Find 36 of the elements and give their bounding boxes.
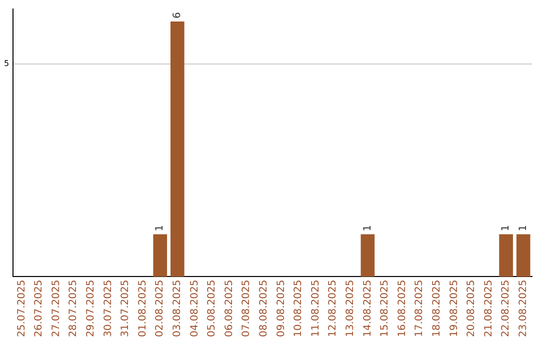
x-tick-label: 07.08.2025 [241,280,252,338]
x-tick-label: 29.07.2025 [86,280,97,338]
x-tick-label: 12.08.2025 [328,280,339,338]
x-tick-label: 26.07.2025 [34,280,45,338]
x-tick-label: 15.08.2025 [380,280,391,338]
x-tick-label: 01.08.2025 [137,280,148,338]
x-tick-label: 21.08.2025 [483,280,494,338]
y-tick-label: 5 [4,59,10,68]
data-label: 6 [172,12,184,19]
x-tick-label: 11.08.2025 [310,280,322,338]
x-tick-label: 14.08.2025 [362,280,374,338]
x-tick-label: 13.08.2025 [344,280,356,338]
x-tick-label: 19.08.2025 [448,280,460,338]
x-tick-label: 20.08.2025 [466,280,478,338]
x-tick-label: 10.08.2025 [293,280,304,338]
data-label: 1 [154,224,166,232]
x-tick-label: 23.08.2025 [518,280,529,338]
x-tick-label: 31.07.2025 [120,280,132,338]
x-tick-label: 25.07.2025 [16,280,28,338]
x-tick-label: 22.08.2025 [500,280,512,338]
x-tick-label: 08.08.2025 [258,280,270,338]
x-tick-label: 02.08.2025 [154,280,166,338]
x-tick-label: 09.08.2025 [276,280,287,338]
x-tick-label: 05.08.2025 [206,280,218,338]
x-tick-label: 30.07.2025 [102,280,114,338]
x-tick-label: 27.07.2025 [50,280,62,338]
x-tick-label: 17.08.2025 [414,280,426,338]
x-tick-label: 28.07.2025 [68,280,80,338]
x-tick-label: 16.08.2025 [396,280,408,338]
x-tick-label: 18.08.2025 [431,280,442,338]
data-label: 1 [500,224,512,232]
data-label: 1 [362,224,374,232]
x-tick-label: 04.08.2025 [189,280,200,338]
x-tick-label: 03.08.2025 [172,280,184,338]
x-tick-label: 06.08.2025 [224,280,235,338]
data-label: 1 [518,224,529,232]
